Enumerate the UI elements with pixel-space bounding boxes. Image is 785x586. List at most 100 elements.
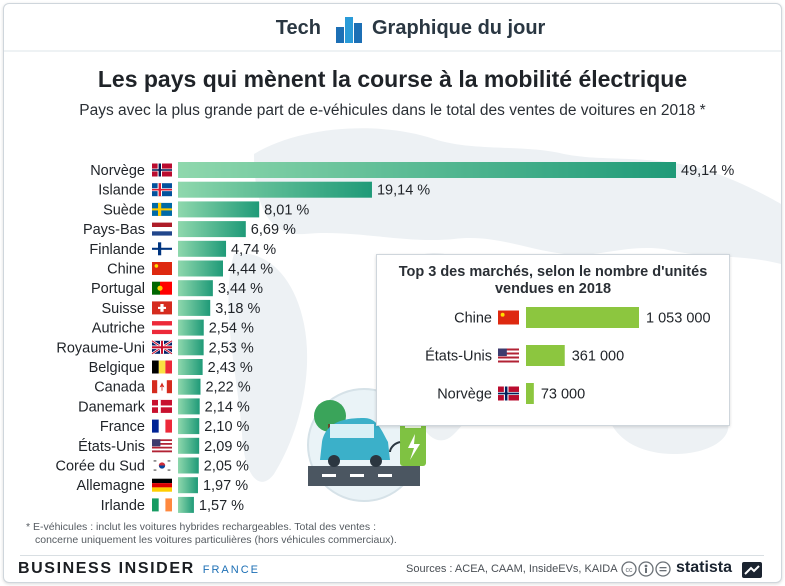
category-label: France bbox=[100, 419, 145, 435]
flag-china-icon bbox=[498, 310, 519, 325]
brand-name: BUSINESS INSIDER bbox=[18, 560, 195, 577]
category-label: Norvège bbox=[90, 163, 145, 179]
main-bar-chart: Norvège 49,14 % Islande 19,14 % Suède 8,01 % P… bbox=[56, 162, 734, 514]
flag-switzerland-icon bbox=[152, 301, 172, 315]
statista-logo: statista bbox=[676, 559, 733, 576]
chart-title: Les pays qui mènent la course à la mobil… bbox=[97, 66, 688, 92]
flag-belgium-icon bbox=[152, 360, 172, 374]
value-label: 2,43 % bbox=[208, 360, 253, 376]
bar bbox=[178, 201, 260, 218]
bar bbox=[178, 162, 676, 178]
bar bbox=[178, 418, 200, 435]
category-label: Portugal bbox=[91, 281, 145, 297]
value-label: 2,53 % bbox=[209, 340, 254, 356]
flag-uk-icon bbox=[151, 339, 173, 355]
category-label: Suède bbox=[103, 202, 145, 218]
bar bbox=[178, 280, 213, 297]
footnote-line1: * E-véhicules : inclut les voitures hybr… bbox=[26, 521, 376, 533]
bar bbox=[178, 359, 203, 375]
chart-subtitle: Pays avec la plus grande part de e-véhic… bbox=[79, 102, 706, 119]
bar bbox=[178, 221, 246, 238]
footer-divider bbox=[20, 555, 764, 556]
flag-usa-icon bbox=[152, 439, 172, 453]
value-label: 3,44 % bbox=[218, 281, 263, 297]
value-label: 8,01 % bbox=[264, 202, 309, 218]
inset-bar bbox=[526, 307, 639, 328]
inset-title: Top 3 des marchés, selon le nombre d'uni… bbox=[377, 264, 729, 298]
category-label: Autriche bbox=[92, 321, 145, 337]
value-label: 2,09 % bbox=[204, 439, 249, 455]
flag-canada-icon bbox=[152, 380, 172, 394]
value-label: 6,69 % bbox=[251, 222, 296, 238]
statista-mark-icon bbox=[742, 562, 762, 578]
value-label: 49,14 % bbox=[681, 163, 734, 179]
category-label: Finlande bbox=[89, 242, 145, 258]
inset-bar bbox=[526, 383, 534, 404]
inset-category-label: Norvège bbox=[437, 387, 492, 403]
inset-bar-chart: Chine 1 053 000 États-Unis 361 000 Norvège 73… bbox=[425, 307, 711, 404]
category-label: Royaume-Uni bbox=[56, 340, 145, 356]
category-label: États-Unis bbox=[78, 438, 145, 455]
flag-norway-icon bbox=[152, 163, 172, 177]
brand-suffix: FRANCE bbox=[202, 564, 260, 576]
inset-title-line2: vendues en 2018 bbox=[494, 281, 612, 297]
inset-value-label: 361 000 bbox=[572, 349, 624, 365]
flag-sweden-icon bbox=[152, 202, 172, 216]
category-label: Chine bbox=[107, 262, 145, 278]
infographic-frame: Tech Graphique du jour Les pays qui mène… bbox=[3, 3, 782, 583]
header-graphique-label: Graphique du jour bbox=[372, 17, 546, 39]
inset-title-line1: Top 3 des marchés, selon le nombre d'uni… bbox=[398, 264, 708, 280]
bar bbox=[178, 260, 223, 277]
category-label: Corée du Sud bbox=[56, 459, 145, 475]
flag-netherlands-icon bbox=[152, 222, 172, 236]
bar bbox=[178, 496, 194, 513]
category-label: Canada bbox=[94, 380, 146, 396]
bar-logo-icon bbox=[336, 17, 362, 43]
category-label: Islande bbox=[98, 183, 145, 199]
header-tech-label: Tech bbox=[275, 17, 321, 39]
header: Tech Graphique du jour bbox=[4, 12, 781, 46]
value-label: 1,57 % bbox=[199, 498, 244, 514]
flag-south-korea-icon bbox=[152, 459, 172, 472]
bar bbox=[178, 299, 211, 316]
bar bbox=[178, 457, 199, 474]
flag-norway-icon bbox=[498, 386, 519, 401]
flag-ireland-icon bbox=[152, 498, 172, 512]
category-label: Pays-Bas bbox=[83, 222, 145, 238]
category-label: Belgique bbox=[89, 360, 145, 376]
flag-portugal-icon bbox=[152, 281, 172, 295]
flag-china-icon bbox=[152, 262, 172, 275]
value-label: 2,05 % bbox=[204, 459, 249, 475]
top3-inset-panel: Top 3 des marchés, selon le nombre d'uni… bbox=[376, 254, 730, 426]
category-label: Irlande bbox=[101, 498, 145, 514]
flag-usa-icon bbox=[498, 348, 519, 363]
category-label: Danemark bbox=[78, 399, 146, 415]
value-label: 2,14 % bbox=[205, 399, 250, 415]
flag-finland-icon bbox=[152, 242, 172, 256]
bar bbox=[178, 319, 204, 336]
bar bbox=[178, 398, 200, 415]
inset-bar bbox=[526, 345, 565, 366]
inset-category-label: États-Unis bbox=[425, 348, 492, 365]
value-label: 19,14 % bbox=[377, 183, 430, 199]
flag-iceland-icon bbox=[152, 183, 172, 197]
value-label: 3,18 % bbox=[215, 301, 260, 317]
svg-text:cc: cc bbox=[626, 567, 634, 574]
value-label: 1,97 % bbox=[203, 478, 248, 494]
bar bbox=[178, 339, 204, 356]
bar bbox=[178, 240, 227, 257]
footnote-line2: concerne uniquement les voitures particu… bbox=[35, 534, 397, 546]
flag-denmark-icon bbox=[152, 399, 172, 413]
category-label: Suisse bbox=[101, 301, 145, 317]
value-label: 4,44 % bbox=[228, 262, 273, 278]
category-label: Allemagne bbox=[76, 478, 145, 494]
flag-germany-icon bbox=[152, 478, 172, 492]
bar bbox=[178, 437, 200, 454]
flag-france-icon bbox=[152, 419, 172, 433]
value-label: 4,74 % bbox=[231, 242, 276, 258]
bar bbox=[178, 477, 198, 494]
inset-value-label: 1 053 000 bbox=[646, 311, 711, 327]
value-label: 2,54 % bbox=[209, 321, 254, 337]
flag-austria-icon bbox=[152, 321, 172, 335]
bar bbox=[178, 378, 201, 395]
